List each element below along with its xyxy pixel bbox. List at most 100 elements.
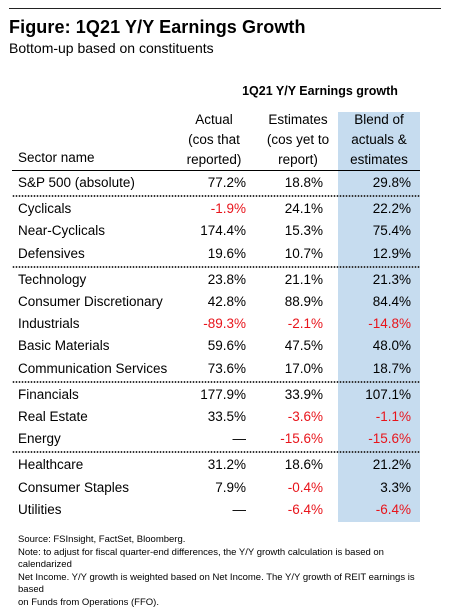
actual-cell: 23.8% (170, 269, 246, 291)
actual-cell: 77.2% (170, 172, 246, 194)
header-estimates-line2: (cos yet to (258, 130, 338, 150)
figure-subtitle: Bottom-up based on constituents (9, 40, 214, 56)
sector-cell: Utilities (18, 499, 62, 521)
estimates-cell: 24.1% (246, 198, 323, 220)
header-actual: Actual (cos that reported) (170, 110, 258, 170)
actual-cell: 59.6% (170, 335, 246, 357)
sector-cell: Consumer Discretionary (18, 291, 163, 313)
sector-cell: Financials (18, 384, 79, 406)
sector-cell: Technology (18, 269, 86, 291)
note-line: Net Income. Y/Y growth is weighted based… (18, 572, 438, 597)
estimates-cell: 18.8% (246, 172, 323, 194)
blend-cell: 29.8% (330, 172, 411, 194)
table-row: Consumer Staples 7.9%-0.4% 3.3% (0, 477, 450, 499)
table-row: Healthcare 31.2%18.6% 21.2% (0, 454, 450, 476)
table-row: Financials 177.9%33.9% 107.1% (0, 384, 450, 406)
blend-cell: -14.8% (330, 313, 411, 335)
sector-cell: Consumer Staples (18, 477, 129, 499)
sector-cell: Near-Cyclicals (18, 220, 105, 242)
header-estimates-line3: report) (258, 150, 338, 170)
table-row: S&P 500 (absolute) 77.2%18.8% 29.8% (0, 172, 450, 194)
actual-cell: -89.3% (170, 313, 246, 335)
header-blend-line1: Blend of (338, 110, 420, 130)
actual-cell: 174.4% (170, 220, 246, 242)
actual-cell: 33.5% (170, 406, 246, 428)
blend-cell: 84.4% (330, 291, 411, 313)
blend-cell: 21.2% (330, 454, 411, 476)
estimates-cell: -6.4% (246, 499, 323, 521)
header-actual-line3: reported) (170, 150, 258, 170)
estimates-cell: -3.6% (246, 406, 323, 428)
header-blend-line2: actuals & (338, 130, 420, 150)
estimates-cell: 88.9% (246, 291, 323, 313)
estimates-cell: -0.4% (246, 477, 323, 499)
table-row: Utilities—-6.4%-6.4% (0, 499, 450, 521)
table-row: Defensives 19.6%10.7% 12.9% (0, 243, 450, 265)
blend-cell: 75.4% (330, 220, 411, 242)
estimates-cell: 17.0% (246, 358, 323, 380)
sector-cell: Real Estate (18, 406, 88, 428)
table-row: Cyclicals-1.9%24.1%22.2% (0, 198, 450, 220)
header-sector: Sector name (18, 150, 95, 165)
header-estimates-line1: Estimates (258, 110, 338, 130)
blend-cell: -6.4% (330, 499, 411, 521)
sector-cell: Cyclicals (18, 198, 71, 220)
estimates-cell: 47.5% (246, 335, 323, 357)
header-actual-line1: Actual (170, 110, 258, 130)
table-row: Near-Cyclicals 174.4%15.3% 75.4% (0, 220, 450, 242)
actual-cell: 31.2% (170, 454, 246, 476)
actual-cell: — (170, 499, 246, 521)
figure-title: Figure: 1Q21 Y/Y Earnings Growth (9, 17, 306, 38)
group-separator (12, 266, 420, 268)
group-separator (12, 451, 420, 453)
blend-cell: 107.1% (330, 384, 411, 406)
table-row: Basic Materials 59.6%47.5% 48.0% (0, 335, 450, 357)
actual-cell: 42.8% (170, 291, 246, 313)
sector-cell: Healthcare (18, 454, 83, 476)
actual-cell: — (170, 428, 246, 450)
blend-cell: -15.6% (330, 428, 411, 450)
blend-cell: 3.3% (330, 477, 411, 499)
blend-cell: 21.3% (330, 269, 411, 291)
header-estimates: Estimates (cos yet to report) (258, 110, 338, 170)
estimates-cell: 33.9% (246, 384, 323, 406)
sector-cell: Defensives (18, 243, 85, 265)
blend-cell: 12.9% (330, 243, 411, 265)
table-row: Energy—-15.6%-15.6% (0, 428, 450, 450)
sector-cell: Industrials (18, 313, 80, 335)
note-line: Note: to adjust for fiscal quarter-end d… (18, 547, 438, 572)
estimates-cell: 10.7% (246, 243, 323, 265)
group-separator (12, 381, 420, 383)
estimates-cell: -2.1% (246, 313, 323, 335)
header-blend-line3: estimates (338, 150, 420, 170)
actual-cell: 19.6% (170, 243, 246, 265)
header-actual-line2: (cos that (170, 130, 258, 150)
figure-top-rule (9, 8, 441, 9)
sector-cell: Communication Services (18, 358, 167, 380)
estimates-cell: 18.6% (246, 454, 323, 476)
actual-cell: 177.9% (170, 384, 246, 406)
table-row: Industrials -89.3%-2.1% -14.8% (0, 313, 450, 335)
blend-cell: 18.7% (330, 358, 411, 380)
blend-cell: 48.0% (330, 335, 411, 357)
sector-cell: S&P 500 (absolute) (18, 172, 135, 194)
table-title: 1Q21 Y/Y Earnings growth (220, 84, 420, 98)
estimates-cell: -15.6% (246, 428, 323, 450)
header-blend: Blend of actuals & estimates (338, 110, 420, 170)
group-separator (12, 195, 420, 197)
header-rule (12, 170, 420, 171)
actual-cell: -1.9% (170, 198, 246, 220)
blend-cell: -1.1% (330, 406, 411, 428)
table-row: Real Estate 33.5%-3.6% -1.1% (0, 406, 450, 428)
estimates-cell: 15.3% (246, 220, 323, 242)
source-line: Source: FSInsight, FactSet, Bloomberg. (18, 534, 438, 547)
table-row: Technology 23.8%21.1% 21.3% (0, 269, 450, 291)
actual-cell: 7.9% (170, 477, 246, 499)
estimates-cell: 21.1% (246, 269, 323, 291)
source-note: Source: FSInsight, FactSet, Bloomberg. N… (18, 534, 438, 609)
table-row: Consumer Discretionary 42.8%88.9% 84.4% (0, 291, 450, 313)
actual-cell: 73.6% (170, 358, 246, 380)
sector-cell: Basic Materials (18, 335, 110, 357)
